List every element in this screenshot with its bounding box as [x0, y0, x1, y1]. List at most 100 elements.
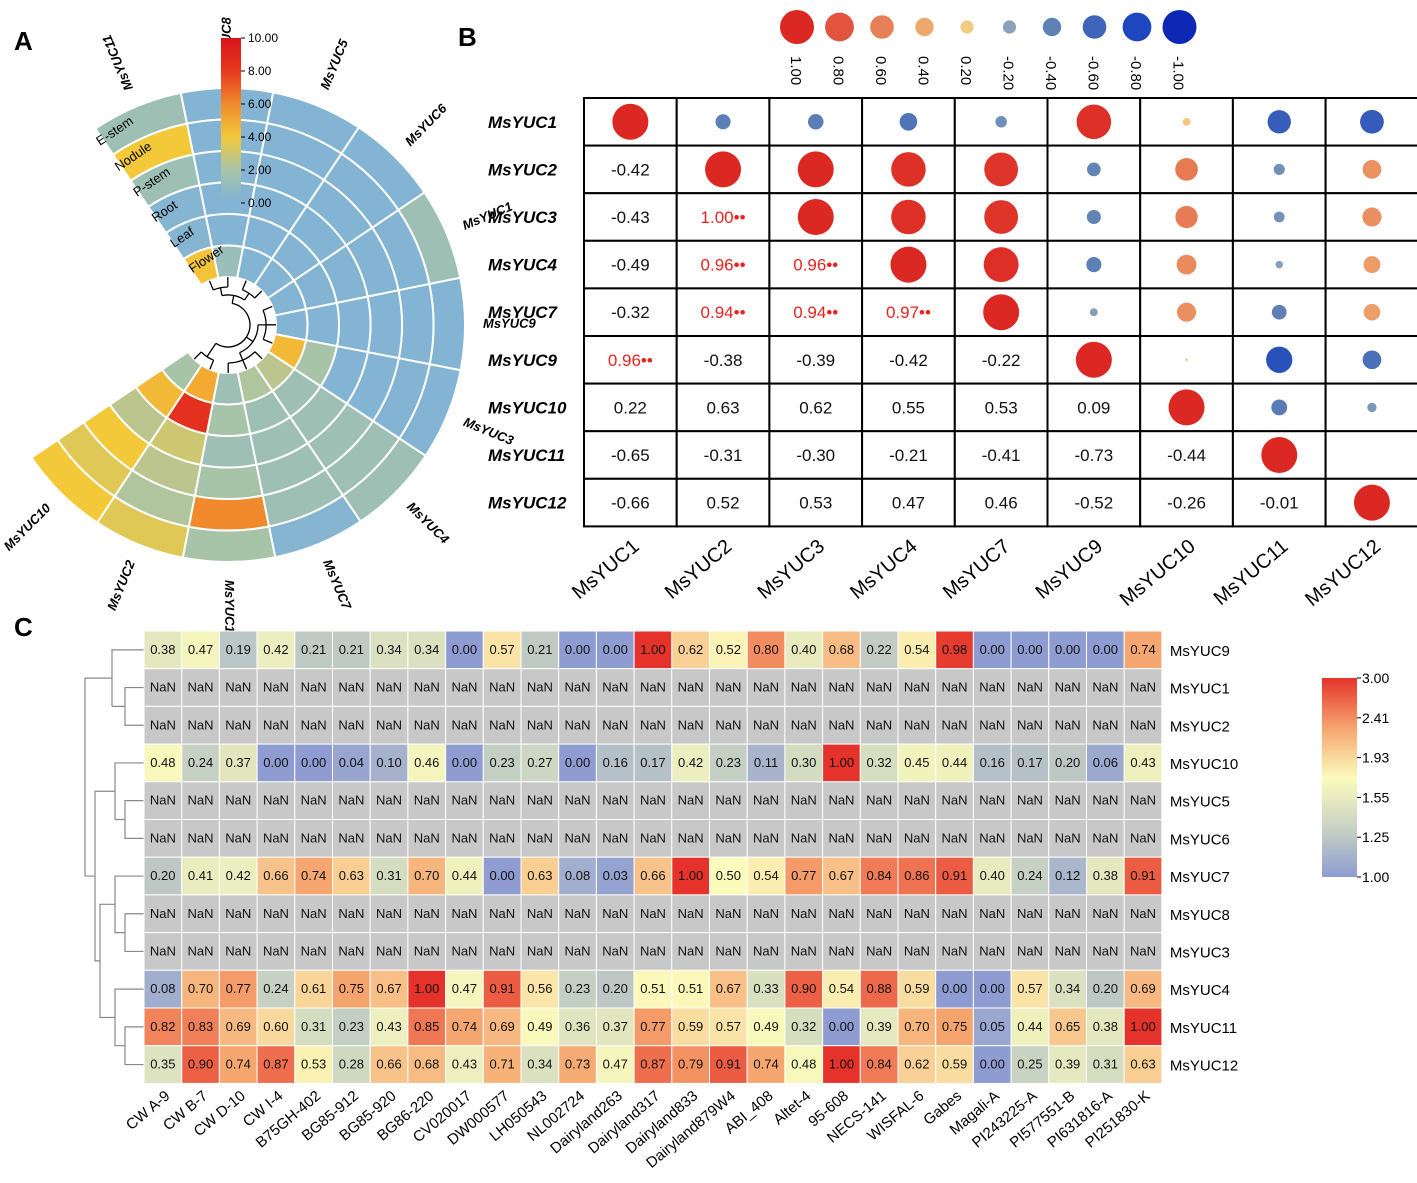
- heatmap-cell: [1010, 969, 1050, 1009]
- heatmap-cell-value: 0.32: [791, 1019, 816, 1034]
- heatmap-row-label: MsYUC11: [1170, 1020, 1237, 1037]
- heatmap-cell-value: 0.00: [565, 755, 590, 770]
- heatmap-cell-value: 0.66: [640, 868, 665, 883]
- heatmap-cell: [784, 1045, 824, 1084]
- heatmap-cell: [369, 781, 409, 820]
- heatmap-cell: [332, 1045, 371, 1084]
- heatmap-cell-value: NaN: [753, 830, 779, 845]
- correlation-value: 0.96••: [701, 256, 746, 275]
- colorbar-tick-label: 2.00: [248, 163, 272, 177]
- colorbar-tick-label: 6.00: [248, 97, 272, 111]
- heatmap-cell: [1010, 819, 1050, 858]
- heatmap-cell-value: NaN: [828, 830, 854, 845]
- heatmap-cell-value: 0.50: [716, 868, 741, 883]
- heatmap-cell-value: NaN: [904, 793, 930, 808]
- heatmap-cell-value: NaN: [301, 680, 327, 695]
- heatmap-cell-value: NaN: [150, 793, 176, 808]
- legend-circle: [825, 12, 854, 42]
- heatmap-cell-value: 0.67: [829, 868, 854, 883]
- heatmap-cell: [294, 932, 333, 971]
- heatmap-cell-value: 0.88: [866, 981, 891, 996]
- heatmap-cell-value: 0.70: [414, 868, 439, 883]
- correlation-value: -0.42: [889, 351, 928, 370]
- heatmap-cell: [1010, 856, 1050, 896]
- correlation-cell: [768, 335, 864, 385]
- heatmap-cell: [332, 1007, 371, 1047]
- heatmap-cell: [746, 1007, 786, 1047]
- heatmap-cell: [558, 969, 597, 1009]
- legend-circle: [1122, 12, 1152, 42]
- panel-c-heatmap: 0.38 0.47 0.19 0.42 0.21 0.21 0.34 0.34 0.00 0.57…: [84, 630, 1389, 1172]
- correlation-circle: [1362, 207, 1382, 227]
- correlation-value: 0.47: [892, 494, 925, 513]
- heatmap-cell: [181, 668, 220, 707]
- heatmap-cell: [369, 856, 409, 896]
- heatmap-cell: [143, 668, 183, 707]
- heatmap-cell-value: NaN: [1130, 830, 1156, 845]
- heatmap-cell: [332, 819, 371, 858]
- heatmap-cell: [520, 705, 560, 745]
- correlation-value: -0.39: [796, 351, 835, 370]
- correlation-circle: [899, 112, 918, 131]
- heatmap-cell: [520, 856, 560, 896]
- heatmap-cell-value: NaN: [338, 830, 364, 845]
- heatmap-cell-value: NaN: [527, 943, 553, 958]
- heatmap-cell: [972, 1045, 1012, 1084]
- heatmap-cell: [218, 743, 258, 783]
- heatmap-cells: 0.38 0.47 0.19 0.42 0.21 0.21 0.34 0.34 0.00 0.57…: [143, 630, 1163, 1084]
- heatmap-cell-value: NaN: [489, 793, 515, 808]
- heatmap-cell: [784, 743, 824, 783]
- heatmap-cell: [1123, 781, 1163, 820]
- heatmap-cell: [482, 743, 522, 783]
- correlation-value: 0.94••: [701, 303, 746, 322]
- heatmap-row-label: MsYUC9: [1170, 643, 1230, 660]
- legend-label: 0.40: [915, 56, 932, 85]
- heatmap-cell: [369, 668, 409, 707]
- heatmap-cell: [897, 819, 937, 858]
- heatmap-cell-value: 0.38: [1093, 1019, 1118, 1034]
- heatmap-cell-value: NaN: [225, 680, 251, 695]
- heatmap-cell-value: 0.48: [791, 1057, 816, 1072]
- correlation-grid: -0.42 -0.43 1.00•• -0.49 0.96•• 0.96•• -0.32 0.…: [583, 97, 1417, 528]
- heatmap-cell-value: NaN: [715, 680, 741, 695]
- correlation-value: 0.96••: [793, 256, 838, 275]
- heatmap-cell-value: NaN: [188, 830, 214, 845]
- heatmap-cell-value: NaN: [188, 943, 214, 958]
- heatmap-cell-value: NaN: [678, 830, 704, 845]
- heatmap-cell: [935, 1045, 974, 1084]
- correlation-size-legend: 1.00 0.80 0.60 0.40 0.20 -0.20 -0.40 -0.60 -0.80…: [780, 10, 1197, 90]
- heatmap-cell: [972, 819, 1012, 858]
- legend-label: -0.40: [1042, 56, 1059, 90]
- heatmap-cell-value: 0.00: [489, 868, 514, 883]
- correlation-row-labels: MsYUC1 MsYUC2 MsYUC3 MsYUC4 MsYUC7 MsYUC9 MsYU…: [488, 113, 567, 513]
- heatmap-cell-value: NaN: [942, 830, 968, 845]
- heatmap-cell-value: 0.10: [376, 755, 401, 770]
- heatmap-cell-value: 0.31: [301, 1019, 326, 1034]
- heatmap-cell: [897, 856, 937, 896]
- heatmap-cell-value: 0.37: [603, 1019, 628, 1034]
- heatmap-cell: [822, 894, 861, 934]
- gene-label: MsYUC3: [461, 414, 516, 448]
- heatmap-cell: [445, 894, 484, 934]
- heatmap-cell-value: 0.00: [1093, 642, 1118, 657]
- correlation-value: -0.42: [611, 160, 650, 179]
- heatmap-cell-value: NaN: [904, 943, 930, 958]
- heatmap-cell: [859, 743, 899, 783]
- heatmap-cell: [633, 1045, 673, 1084]
- correlation-circle: [1362, 160, 1382, 179]
- correlation-circle: [1168, 389, 1205, 426]
- correlation-value: -0.32: [611, 303, 650, 322]
- heatmap-cell-value: NaN: [640, 717, 666, 732]
- heatmap-cell: [822, 1007, 861, 1047]
- heatmap-row-label: MsYUC1: [1170, 681, 1230, 698]
- heatmap-cell-value: 0.00: [942, 981, 967, 996]
- row-label: MsYUC12: [488, 494, 567, 513]
- heatmap-cell-value: NaN: [866, 943, 892, 958]
- correlation-column-labels: MsYUC1 MsYUC2 MsYUC3 MsYUC4 MsYUC7 MsYUC9 MsYU…: [568, 535, 1385, 610]
- heatmap-cell: [595, 781, 635, 820]
- column-label: MsYUC4: [846, 535, 921, 603]
- heatmap-cell-value: NaN: [225, 793, 251, 808]
- heatmap-cell: [1048, 1045, 1088, 1084]
- heatmap-cell-value: NaN: [678, 717, 704, 732]
- heatmap-cell: [181, 894, 220, 934]
